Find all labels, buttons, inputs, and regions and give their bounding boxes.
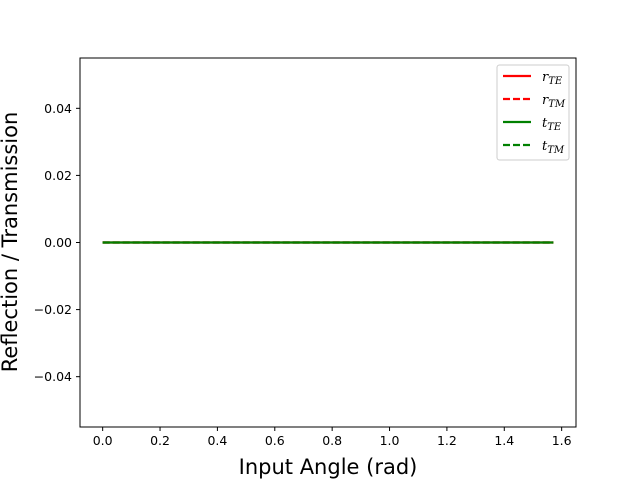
y-axis-label: Reflection / Transmission [0,112,22,373]
legend-box [496,64,570,161]
legend-label: rTM [542,93,566,110]
x-tick-label: 1.4 [494,433,514,448]
x-tick-label: 0.2 [150,433,170,448]
y-tick-label: −0.04 [34,369,72,384]
y-tick-label: 0.02 [44,168,72,183]
x-tick-label: 1.6 [552,433,572,448]
y-tick-label: 0.00 [44,235,72,250]
x-tick-label: 0.4 [207,433,227,448]
x-tick-label: 0.8 [322,433,342,448]
x-tick-label: 1.0 [380,433,400,448]
legend: rTE rTM tTE tTM [496,64,570,161]
y-tick-label: 0.04 [44,101,72,116]
x-axis-label: Input Angle (rad) [239,455,418,479]
legend-label: tTM [542,139,565,156]
legend-label: tTE [542,116,562,133]
plot-frame [79,57,577,428]
y-axis-ticks: −0.04 −0.02 0.00 0.02 0.04 [34,101,80,384]
x-tick-label: 1.2 [437,433,457,448]
y-tick-label: −0.02 [34,302,72,317]
x-tick-label: 0.6 [265,433,285,448]
legend-label: rTE [542,70,563,87]
x-axis-ticks: 0.0 0.2 0.4 0.6 0.8 1.0 1.2 1.4 1.6 [93,427,572,448]
x-tick-label: 0.0 [93,433,113,448]
